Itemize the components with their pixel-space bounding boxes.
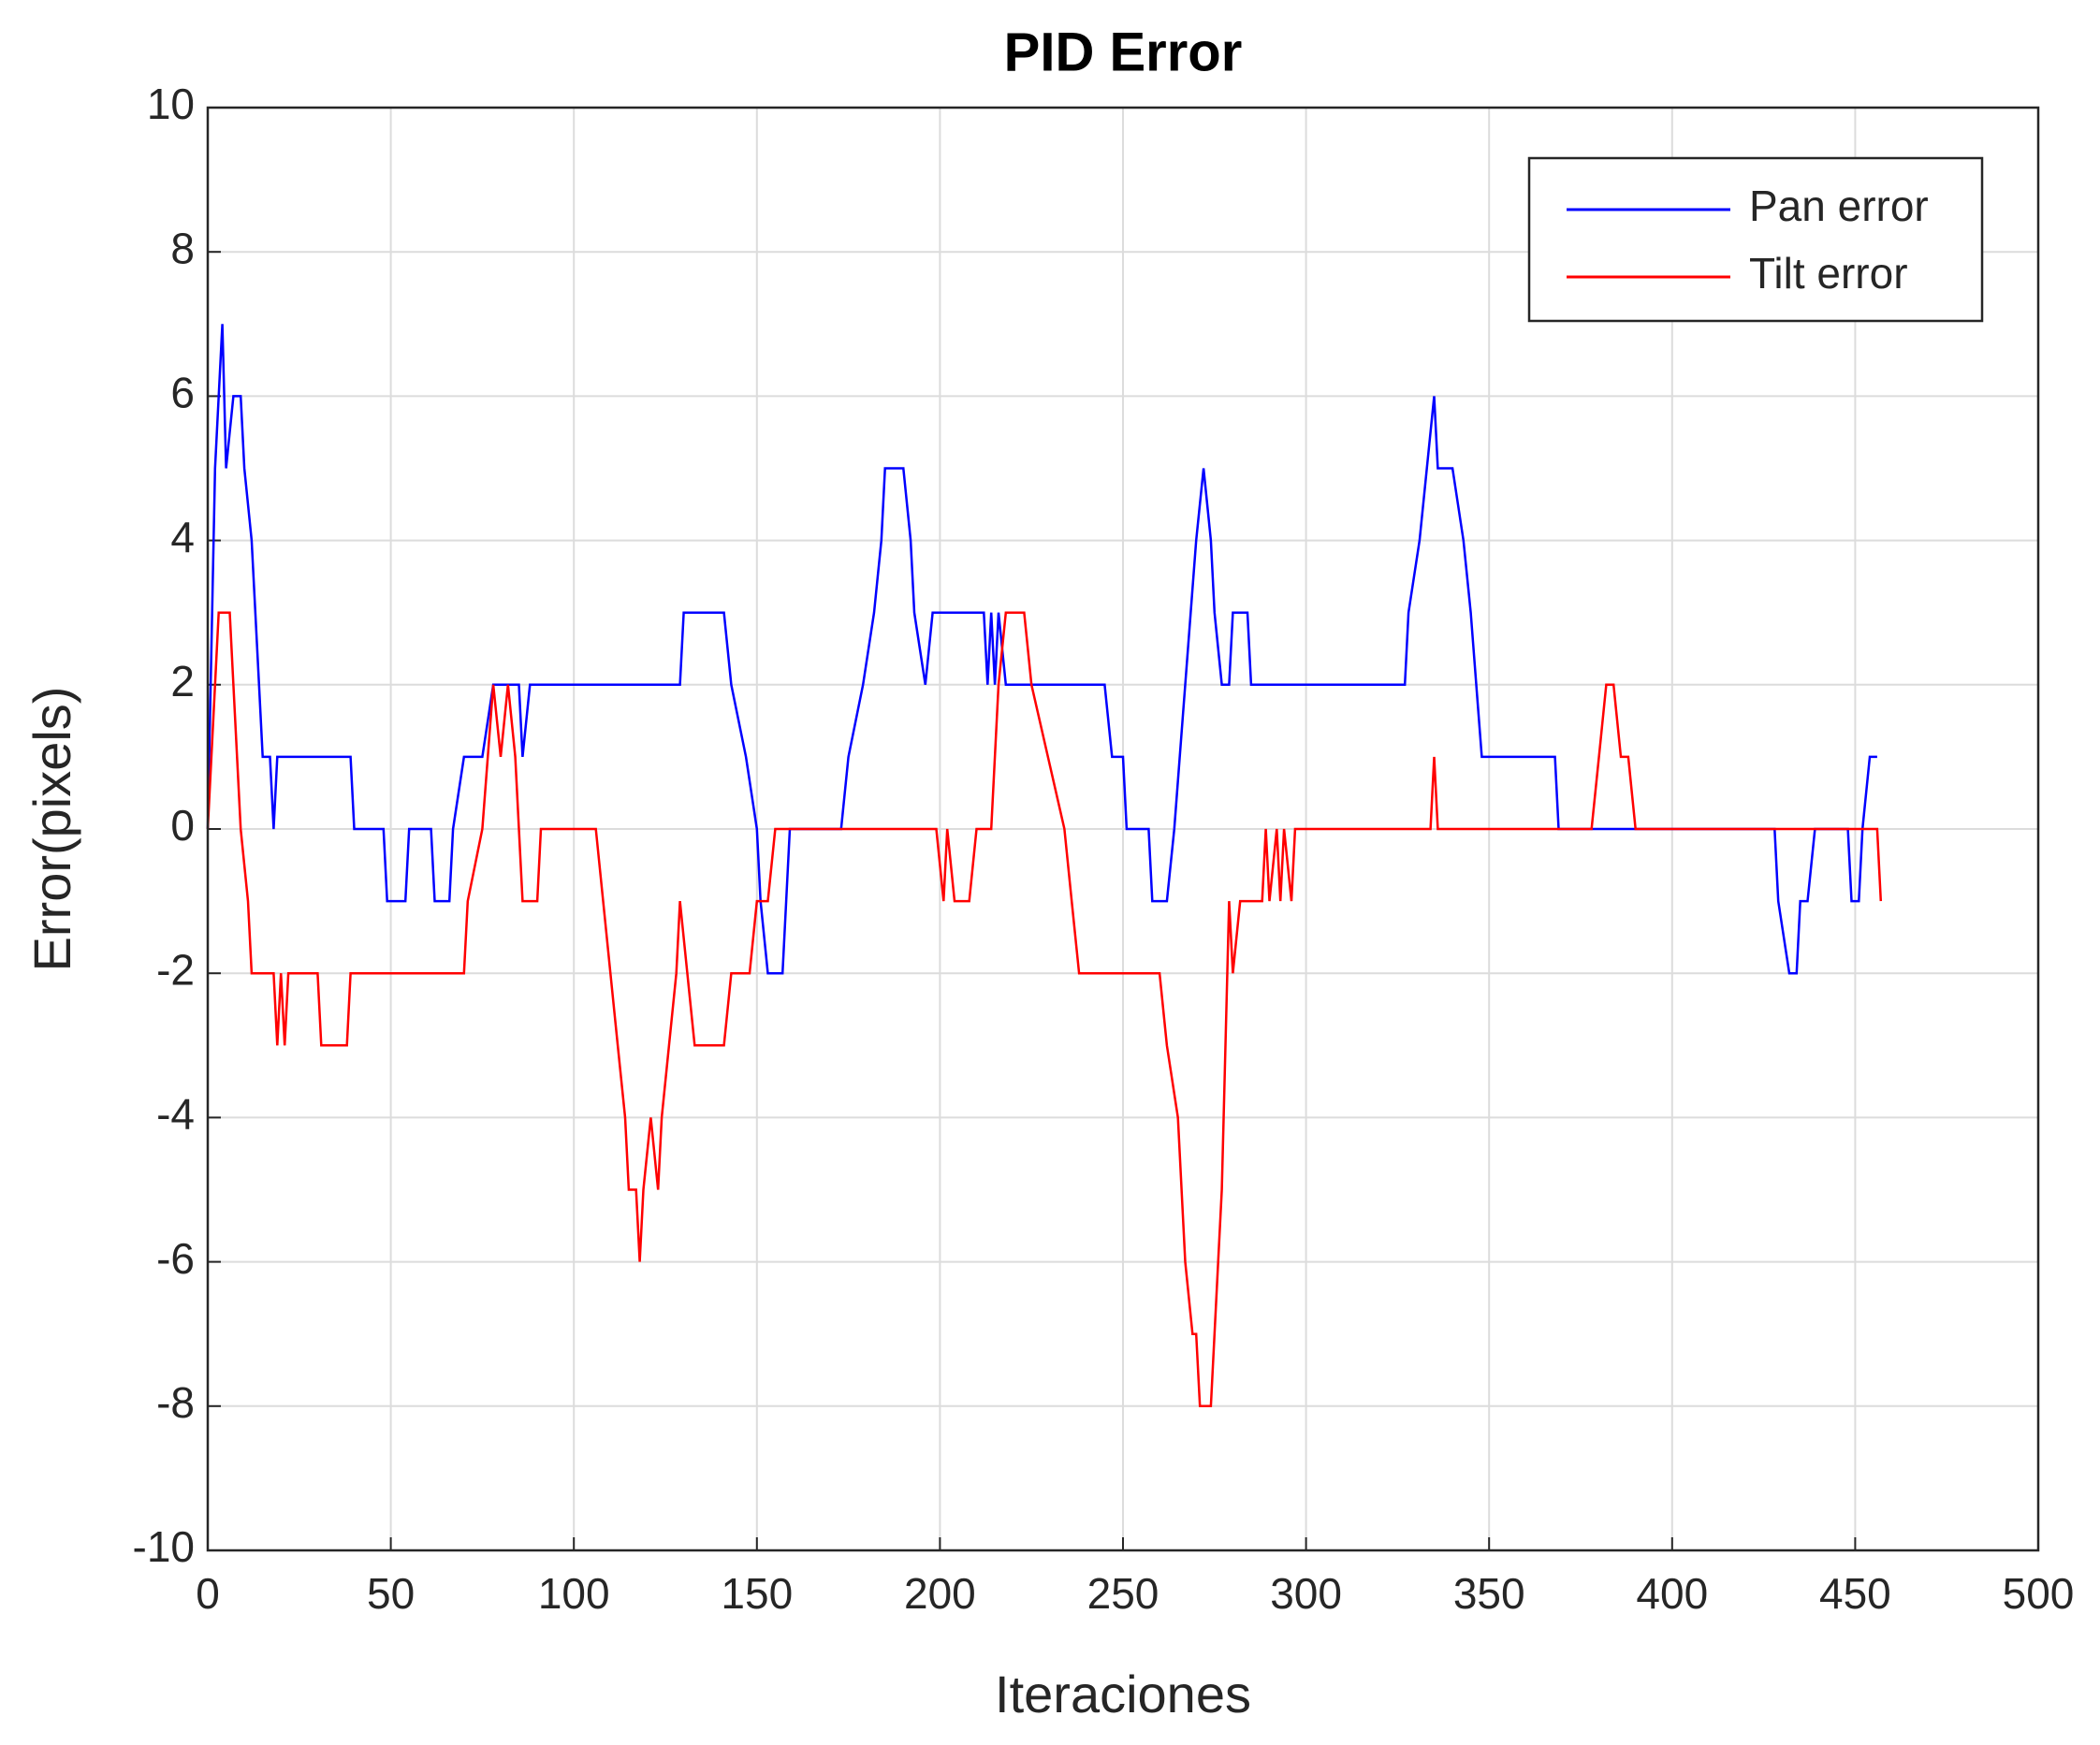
x-tick-label: 200 — [904, 1569, 976, 1618]
y-axis-label: Error(pixels) — [22, 687, 81, 972]
x-tick-label: 100 — [538, 1569, 610, 1618]
legend-label: Pan error — [1749, 182, 1929, 230]
y-tick-label: 8 — [170, 224, 195, 272]
y-tick-label: 2 — [170, 657, 195, 705]
x-axis-label: Iteraciones — [995, 1665, 1251, 1723]
y-tick-label: 4 — [170, 513, 195, 561]
y-tick-label: 10 — [147, 80, 195, 128]
legend: Pan error Tilt error — [1527, 156, 1984, 323]
legend-label: Tilt error — [1749, 249, 1908, 298]
y-tick-label: 0 — [170, 801, 195, 850]
y-tick-label: -4 — [156, 1090, 195, 1139]
x-tick-label: 250 — [1087, 1569, 1159, 1618]
data-line — [206, 324, 1877, 975]
x-tick-label: 350 — [1453, 1569, 1525, 1618]
x-tick-label: 450 — [1819, 1569, 1891, 1618]
y-tick-label: 6 — [170, 369, 195, 417]
x-tick-label: 300 — [1270, 1569, 1342, 1618]
x-tick-label: 500 — [2003, 1569, 2075, 1618]
plot-frame — [206, 106, 2040, 1552]
x-tick-label: 0 — [196, 1569, 220, 1618]
y-tick-label: -8 — [156, 1378, 195, 1427]
x-tick-label: 150 — [721, 1569, 793, 1618]
legend-box — [1527, 156, 1984, 323]
chart-title: PID Error — [1004, 22, 1243, 82]
x-tick-label: 400 — [1636, 1569, 1708, 1618]
y-tick-label: -2 — [156, 945, 195, 994]
data-line — [206, 611, 1883, 1408]
y-tick-label: -6 — [156, 1234, 195, 1283]
x-tick-label: 50 — [367, 1569, 415, 1618]
y-tick-label: -10 — [133, 1522, 195, 1571]
